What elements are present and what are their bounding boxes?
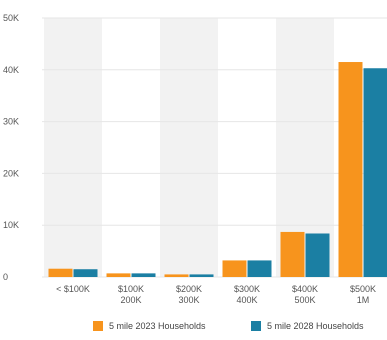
category-bands	[44, 18, 334, 277]
category-band	[160, 18, 218, 277]
bar	[48, 268, 73, 277]
bar	[164, 274, 189, 277]
legend-label: 5 mile 2028 Households	[267, 321, 364, 331]
y-tick-label: 40K	[3, 65, 19, 75]
bar	[280, 231, 305, 277]
bar	[305, 233, 330, 277]
legend-label: 5 mile 2023 Households	[109, 321, 206, 331]
x-category-label: 300K	[178, 295, 199, 305]
legend-swatch	[251, 321, 261, 331]
x-category-label: $500K	[350, 284, 376, 294]
x-category-label: < $100K	[56, 284, 90, 294]
bar	[73, 269, 98, 277]
bar	[131, 273, 156, 277]
x-category-label: $200K	[176, 284, 202, 294]
legend-swatch	[93, 321, 103, 331]
x-category-label: 200K	[120, 295, 141, 305]
bars	[48, 62, 387, 277]
x-category-label: $400K	[292, 284, 318, 294]
legend: 5 mile 2023 Households 5 mile 2028 Househ…	[93, 321, 364, 331]
category-band	[44, 18, 102, 277]
y-tick-label: 20K	[3, 168, 19, 178]
y-axis-ticks: 0 10K 20K 30K 40K 50K	[3, 13, 19, 282]
bar	[106, 273, 131, 277]
x-category-label: 500K	[294, 295, 315, 305]
y-tick-label: 0	[3, 272, 8, 282]
bar	[338, 62, 363, 277]
bar	[363, 68, 387, 277]
bar	[247, 260, 272, 277]
y-tick-label: 10K	[3, 220, 19, 230]
y-tick-label: 50K	[3, 13, 19, 23]
x-category-label: 1M	[357, 295, 370, 305]
x-category-label: 400K	[236, 295, 257, 305]
x-category-label: $300K	[234, 284, 260, 294]
x-category-label: $100K	[118, 284, 144, 294]
y-tick-label: 30K	[3, 117, 19, 127]
bar	[189, 274, 214, 277]
bar	[222, 260, 247, 277]
